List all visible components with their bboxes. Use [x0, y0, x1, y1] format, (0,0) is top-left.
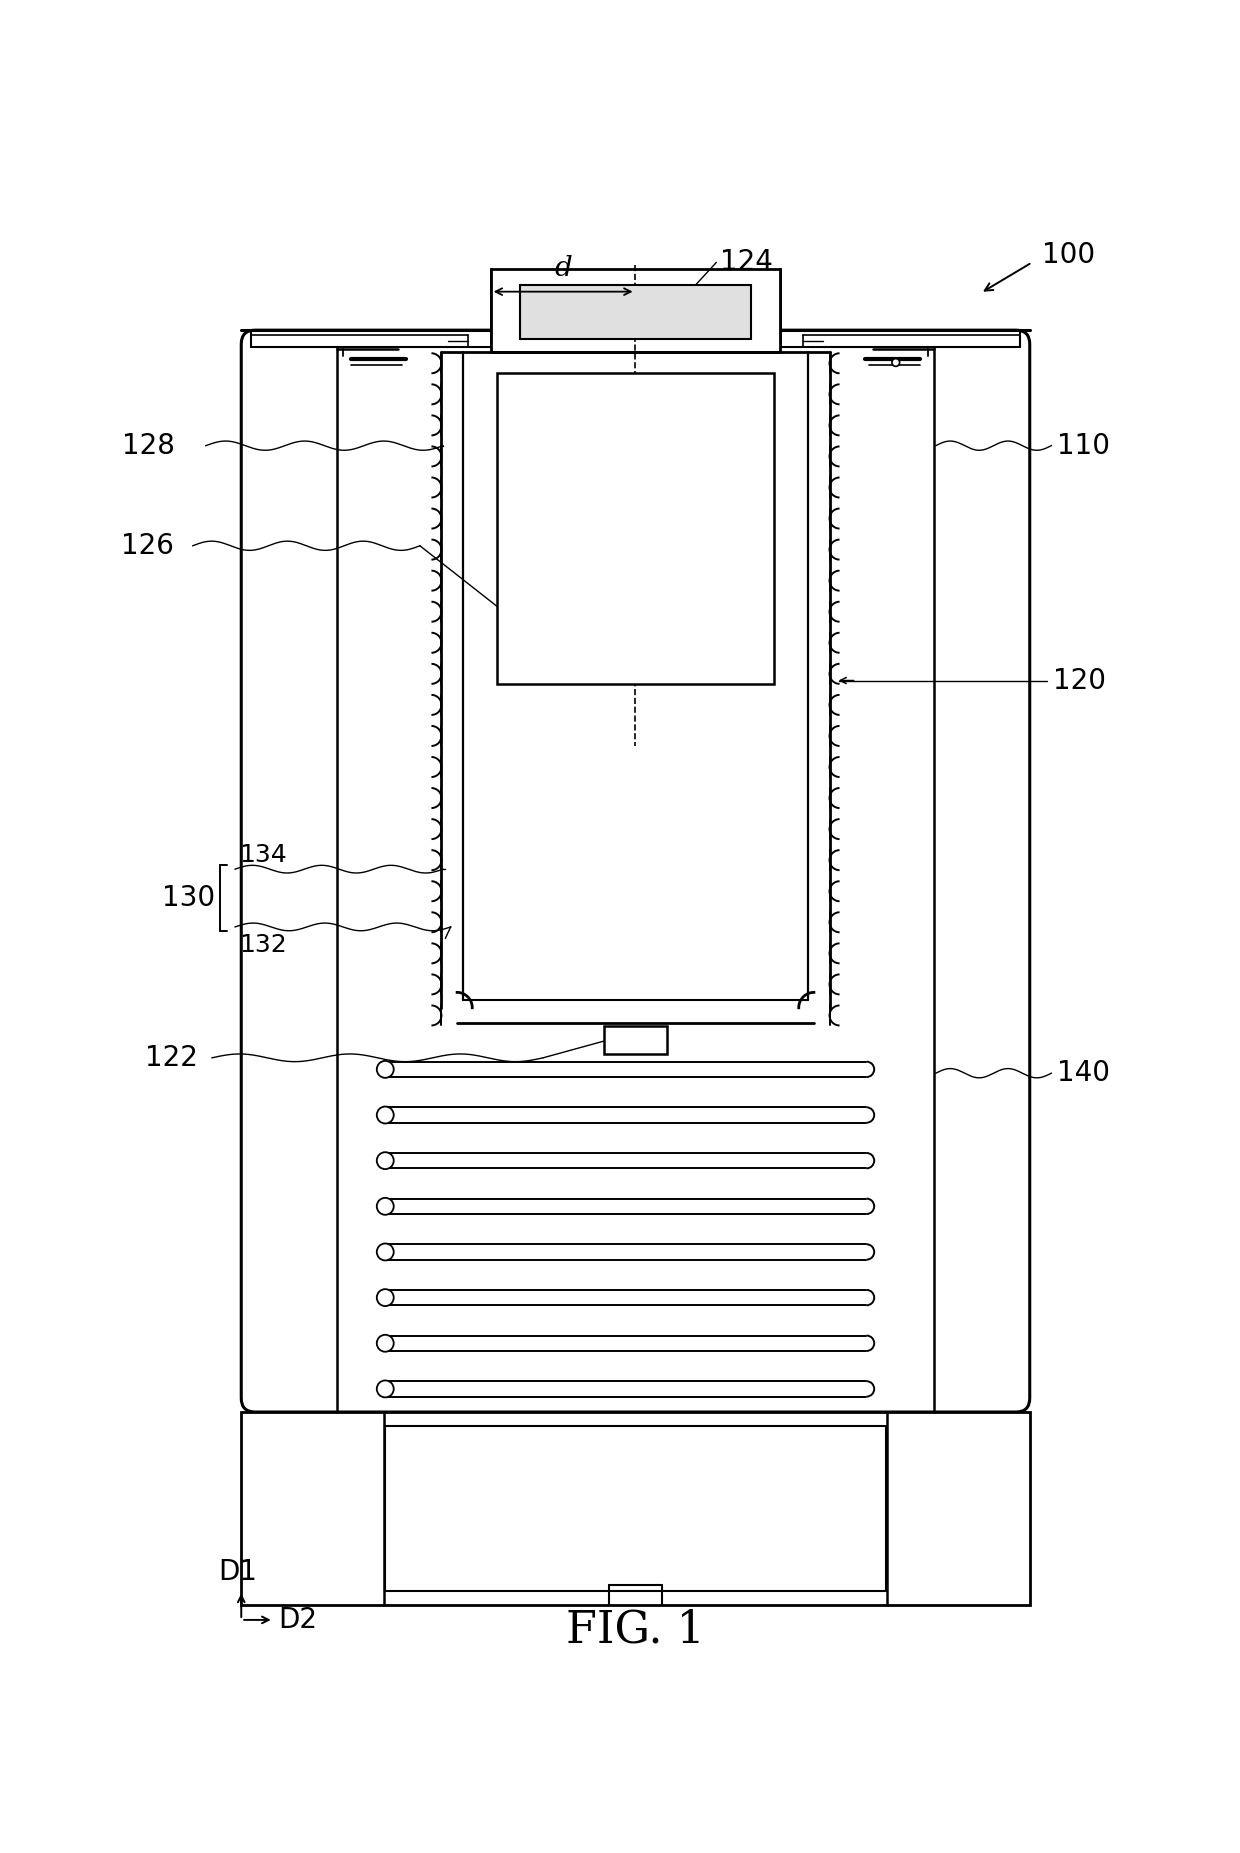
Text: d: d — [554, 256, 572, 282]
Text: D1: D1 — [218, 1558, 257, 1586]
Circle shape — [377, 1197, 394, 1216]
Text: 126: 126 — [120, 532, 174, 560]
Bar — [520, 285, 751, 339]
Text: 128: 128 — [123, 432, 175, 460]
Text: 132: 132 — [239, 932, 286, 956]
Text: 124: 124 — [720, 248, 773, 276]
Text: D2: D2 — [278, 1607, 317, 1634]
Circle shape — [377, 1243, 394, 1260]
Bar — [604, 1027, 667, 1054]
Text: 120: 120 — [1053, 667, 1106, 695]
Text: 100: 100 — [1042, 241, 1095, 269]
Text: 122: 122 — [145, 1043, 198, 1071]
Text: 134: 134 — [239, 843, 286, 867]
Bar — [491, 269, 780, 352]
Circle shape — [377, 1106, 394, 1123]
Circle shape — [892, 359, 899, 367]
Circle shape — [377, 1380, 394, 1397]
FancyBboxPatch shape — [242, 330, 1029, 1412]
Circle shape — [377, 1153, 394, 1169]
Text: 110: 110 — [1058, 432, 1111, 460]
Text: 140: 140 — [1058, 1060, 1111, 1088]
Bar — [497, 372, 774, 684]
Bar — [242, 1412, 1029, 1605]
Text: FIG. 1: FIG. 1 — [567, 1608, 704, 1651]
Bar — [386, 1425, 885, 1590]
Circle shape — [377, 1062, 394, 1078]
Text: 130: 130 — [162, 884, 215, 912]
Circle shape — [377, 1290, 394, 1306]
Circle shape — [377, 1334, 394, 1351]
